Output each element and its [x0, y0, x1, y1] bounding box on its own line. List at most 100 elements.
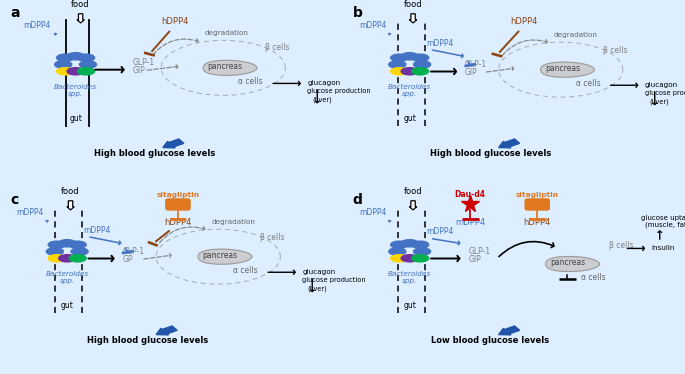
- Text: mDPP4: mDPP4: [23, 21, 51, 30]
- Ellipse shape: [389, 61, 406, 68]
- Text: pancreas: pancreas: [550, 258, 585, 267]
- Text: gut: gut: [403, 114, 416, 123]
- Text: (muscle, fat): (muscle, fat): [645, 221, 685, 228]
- Text: α cells: α cells: [576, 79, 601, 88]
- Ellipse shape: [390, 255, 408, 262]
- Ellipse shape: [48, 255, 65, 262]
- Text: degradation: degradation: [205, 30, 249, 36]
- Text: b: b: [353, 6, 362, 21]
- Ellipse shape: [77, 54, 95, 61]
- Text: mDPP4: mDPP4: [426, 39, 453, 48]
- FancyBboxPatch shape: [525, 199, 549, 210]
- Ellipse shape: [77, 68, 95, 75]
- Text: glucagon: glucagon: [307, 80, 340, 86]
- Text: sitagliptin: sitagliptin: [156, 192, 199, 198]
- Text: glucagon: glucagon: [302, 269, 335, 275]
- Text: pancreas: pancreas: [545, 64, 580, 73]
- Ellipse shape: [390, 68, 408, 75]
- Ellipse shape: [412, 255, 429, 262]
- Polygon shape: [540, 62, 595, 77]
- Text: gut: gut: [403, 301, 416, 310]
- Text: β cells: β cells: [603, 46, 627, 55]
- Text: β cells: β cells: [610, 242, 634, 251]
- Polygon shape: [203, 60, 257, 76]
- Text: pancreas: pancreas: [202, 251, 238, 260]
- Text: spp.: spp.: [402, 91, 417, 97]
- Text: food: food: [71, 0, 90, 9]
- Ellipse shape: [71, 248, 88, 255]
- Ellipse shape: [79, 61, 97, 68]
- FancyArrow shape: [499, 326, 520, 335]
- FancyArrow shape: [67, 201, 74, 210]
- Text: spp.: spp.: [60, 278, 75, 284]
- Text: glucose production: glucose production: [645, 91, 685, 96]
- Text: Dau-d4: Dau-d4: [455, 190, 486, 199]
- Text: β cells: β cells: [265, 43, 290, 52]
- FancyArrow shape: [156, 326, 177, 335]
- Ellipse shape: [67, 53, 84, 60]
- Text: Bacteroides: Bacteroides: [46, 271, 89, 277]
- Text: mDPP4: mDPP4: [455, 218, 485, 227]
- Text: GLP-1: GLP-1: [123, 247, 145, 256]
- Text: degradation: degradation: [212, 219, 256, 225]
- Text: (liver): (liver): [307, 286, 327, 292]
- Ellipse shape: [59, 240, 76, 247]
- Text: gut: gut: [61, 301, 73, 310]
- Text: hDPP4: hDPP4: [510, 17, 538, 26]
- Text: α cells: α cells: [238, 77, 263, 86]
- Text: (liver): (liver): [312, 97, 332, 103]
- Text: GLP-1: GLP-1: [465, 60, 487, 69]
- Text: α cells: α cells: [234, 266, 258, 275]
- Ellipse shape: [69, 255, 86, 262]
- Text: mDPP4: mDPP4: [84, 226, 111, 235]
- Text: d: d: [353, 193, 362, 208]
- Ellipse shape: [412, 68, 429, 75]
- Text: c: c: [10, 193, 18, 208]
- Polygon shape: [546, 257, 599, 272]
- Text: sitagliptin: sitagliptin: [516, 192, 559, 198]
- Ellipse shape: [412, 54, 429, 61]
- FancyArrow shape: [499, 139, 520, 148]
- Text: glucose production: glucose production: [307, 89, 371, 95]
- Text: GLP-1: GLP-1: [469, 247, 490, 256]
- Ellipse shape: [57, 54, 74, 61]
- Ellipse shape: [59, 255, 76, 262]
- Ellipse shape: [47, 248, 63, 255]
- Text: gut: gut: [69, 114, 82, 123]
- Text: hDPP4: hDPP4: [161, 17, 188, 26]
- Text: Low blood glucose levels: Low blood glucose levels: [431, 336, 549, 345]
- FancyArrow shape: [410, 201, 416, 210]
- Ellipse shape: [69, 241, 86, 248]
- Ellipse shape: [48, 241, 65, 248]
- Ellipse shape: [401, 68, 419, 75]
- Text: glucose production: glucose production: [302, 278, 366, 283]
- Ellipse shape: [414, 61, 431, 68]
- Polygon shape: [198, 249, 252, 264]
- Text: High blood glucose levels: High blood glucose levels: [94, 149, 215, 158]
- Ellipse shape: [401, 53, 419, 60]
- Text: Bacteroides: Bacteroides: [388, 84, 432, 90]
- Text: hDPP4: hDPP4: [523, 218, 551, 227]
- Text: GIP: GIP: [133, 66, 145, 75]
- Text: Bacteroides: Bacteroides: [388, 271, 432, 277]
- Text: mDPP4: mDPP4: [426, 227, 453, 236]
- Ellipse shape: [55, 61, 72, 68]
- Text: (liver): (liver): [649, 99, 669, 105]
- Ellipse shape: [401, 255, 419, 262]
- Ellipse shape: [412, 241, 429, 248]
- Ellipse shape: [390, 54, 408, 61]
- FancyArrow shape: [77, 14, 84, 23]
- Text: glucagon: glucagon: [645, 82, 677, 88]
- Ellipse shape: [57, 68, 74, 75]
- Text: GP: GP: [123, 255, 133, 264]
- Ellipse shape: [401, 240, 419, 247]
- Ellipse shape: [414, 248, 431, 255]
- Text: β cells: β cells: [260, 233, 285, 242]
- Text: insulin: insulin: [651, 245, 675, 251]
- Text: food: food: [403, 0, 423, 9]
- Text: degradation: degradation: [554, 32, 598, 38]
- Text: α cells: α cells: [581, 273, 606, 282]
- Text: spp.: spp.: [68, 91, 83, 97]
- Ellipse shape: [67, 68, 84, 75]
- Text: mDPP4: mDPP4: [16, 208, 44, 217]
